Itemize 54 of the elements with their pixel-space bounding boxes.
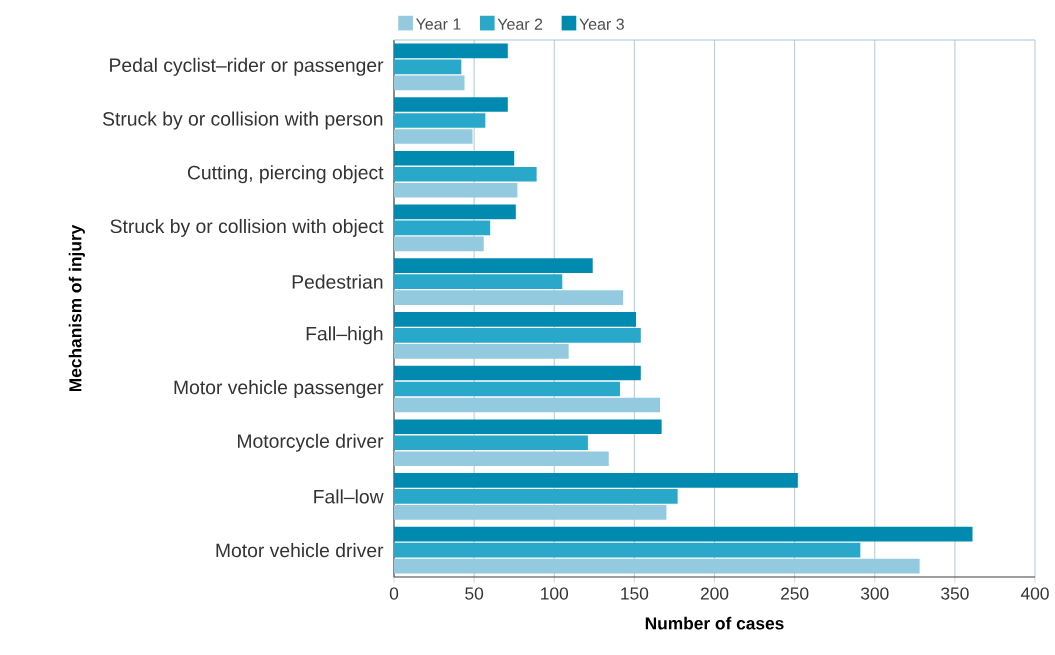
x-tick-label: 250 xyxy=(781,587,809,600)
x-tick-label: 50 xyxy=(465,587,484,600)
y-tick-label: Struck by or collision with object xyxy=(110,218,384,237)
bar xyxy=(394,258,593,273)
bar xyxy=(394,365,641,381)
bar xyxy=(394,419,662,435)
y-tick-label: Struck by or collision with person xyxy=(102,111,383,130)
y-tick-label: Pedestrian xyxy=(292,274,383,289)
y-tick-label: Fall–low xyxy=(314,489,384,504)
bar xyxy=(394,397,661,413)
x-tick-label: 0 xyxy=(389,587,399,600)
x-tick-label: 150 xyxy=(621,587,649,600)
legend-label: Year 2 xyxy=(497,18,543,30)
bar xyxy=(394,328,641,343)
x-axis-title: Number of cases xyxy=(645,616,784,630)
bar xyxy=(394,220,491,236)
bar xyxy=(394,542,861,558)
bar xyxy=(394,312,636,327)
x-tick-label: 400 xyxy=(1020,587,1049,600)
bar xyxy=(394,236,484,252)
bar xyxy=(394,166,537,182)
y-tick-label: Motor vehicle driver xyxy=(216,543,384,558)
legend-label: Year 1 xyxy=(415,18,461,30)
bar xyxy=(394,505,667,520)
bar xyxy=(394,381,620,397)
bar xyxy=(394,274,563,289)
bar xyxy=(394,59,462,75)
y-tick-label: Motor vehicle passenger xyxy=(174,380,384,399)
bar xyxy=(394,75,465,91)
bar xyxy=(394,113,486,128)
bar xyxy=(394,473,798,488)
bar xyxy=(394,182,518,198)
bar xyxy=(394,204,516,220)
bar xyxy=(394,451,609,467)
legend-label: Year 3 xyxy=(579,18,624,30)
x-tick-label: 200 xyxy=(700,587,729,600)
y-tick-label: Motorcycle driver xyxy=(238,433,384,452)
bar xyxy=(394,558,920,574)
x-tick-label: 350 xyxy=(941,587,969,600)
y-tick-label: Pedal cyclist–rider or passenger xyxy=(110,57,384,76)
bar xyxy=(394,435,588,451)
y-tick-label: Cutting, piercing object xyxy=(187,165,384,184)
bar xyxy=(394,489,678,504)
bar xyxy=(394,150,515,166)
x-tick-label: 300 xyxy=(860,587,889,600)
bar xyxy=(394,129,473,144)
bar xyxy=(394,97,508,112)
y-axis-title: Mechanism of injury xyxy=(68,224,85,392)
bar xyxy=(394,344,569,359)
bar xyxy=(394,290,624,305)
bar xyxy=(394,526,973,542)
x-tick-label: 100 xyxy=(541,587,569,600)
bar xyxy=(394,43,508,59)
y-tick-label: Fall–high xyxy=(306,326,383,345)
